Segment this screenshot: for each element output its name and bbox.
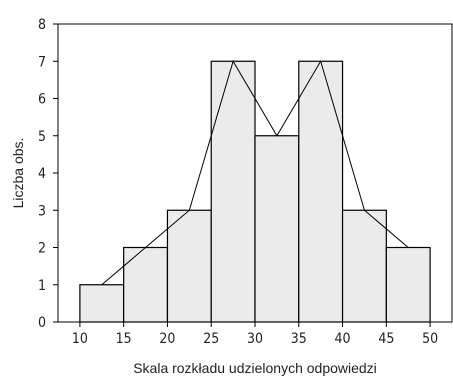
x-tick-label-20: 20	[159, 331, 175, 347]
y-axis-title: Liczba obs.	[10, 138, 26, 209]
bars-group	[79, 60, 431, 323]
x-tick-label-40: 40	[335, 331, 351, 347]
y-tick-label-5: 5	[38, 129, 46, 145]
x-tick-label-25: 25	[203, 331, 219, 347]
x-tick-label-50: 50	[422, 331, 438, 347]
y-tick-label-1: 1	[38, 278, 46, 294]
y-tick-label-6: 6	[38, 92, 46, 108]
x-axis-title: Skala rozkładu udzielonych odpowiedzi	[133, 360, 377, 376]
histogram-bar-6	[298, 60, 344, 323]
x-tick-label-30: 30	[247, 331, 263, 347]
histogram-bar-8	[385, 246, 431, 323]
x-axis-ticks: 10 15 20 25 30 35 40 45 50	[72, 322, 438, 347]
frequency-polygon-group	[101, 60, 409, 286]
frequency-polygon-line	[101, 60, 409, 286]
y-tick-label-0: 0	[38, 315, 46, 331]
x-tick-label-35: 35	[291, 331, 307, 347]
histogram-bar-5	[254, 135, 300, 323]
y-tick-label-2: 2	[38, 241, 46, 257]
x-tick-label-15: 15	[116, 331, 132, 347]
y-tick-label-4: 4	[38, 166, 46, 182]
y-tick-label-8: 8	[38, 17, 46, 33]
y-tick-label-7: 7	[38, 54, 46, 70]
y-axis-ticks: 0 1 2 3 4 5 6 7 8	[38, 17, 58, 331]
histogram-bar-7	[341, 209, 387, 323]
histogram-bar-1	[79, 284, 125, 323]
x-tick-label-10: 10	[72, 331, 88, 347]
histogram-bar-4	[210, 60, 256, 323]
histogram-bar-2	[123, 246, 169, 323]
x-tick-label-45: 45	[378, 331, 394, 347]
histogram-bar-3	[166, 209, 212, 323]
y-tick-label-3: 3	[38, 203, 46, 219]
